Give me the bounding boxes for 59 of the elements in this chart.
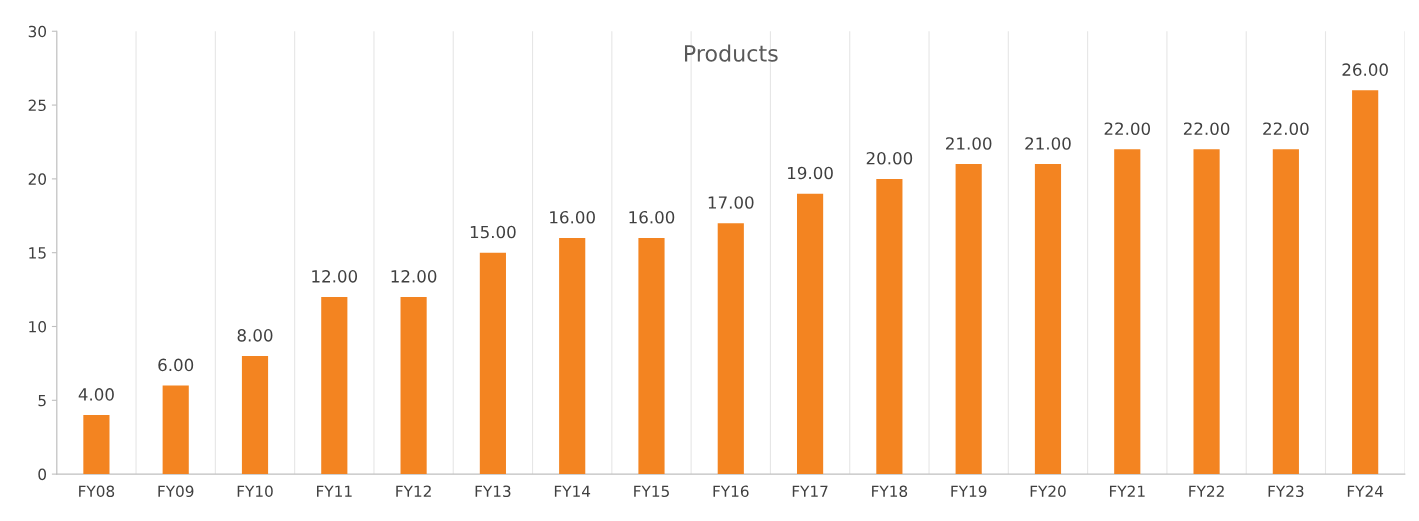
data-label: 8.00 — [237, 329, 273, 342]
data-label: 26.00 — [1342, 63, 1388, 76]
x-tick-label: FY12 — [396, 485, 431, 497]
x-tick-label: FY14 — [554, 485, 591, 497]
bar — [1352, 90, 1379, 475]
data-label: 21.00 — [1025, 137, 1071, 150]
x-tick-label: FY23 — [1268, 485, 1304, 498]
bar — [955, 164, 982, 475]
bar — [162, 385, 189, 475]
data-label: 4.00 — [78, 388, 114, 401]
bar — [1272, 149, 1299, 475]
data-label: 16.00 — [550, 210, 595, 224]
data-label: 21.00 — [946, 137, 992, 150]
bar — [559, 237, 586, 475]
y-tick-label: 5 — [38, 394, 46, 407]
y-tick-label: 30 — [28, 25, 47, 38]
data-label: 15.00 — [470, 225, 516, 239]
bar — [1193, 149, 1220, 475]
x-tick-label: FY13 — [475, 485, 511, 498]
bar — [400, 296, 427, 475]
bar — [1114, 149, 1141, 475]
bar — [479, 252, 506, 475]
chart-title: Products — [685, 44, 778, 62]
y-tick-label: 20 — [28, 173, 47, 185]
x-tick-label: FY08 — [79, 485, 115, 498]
x-tick-label: FY10 — [237, 485, 273, 498]
x-tick-label: FY16 — [713, 485, 749, 498]
x-tick-label: FY19 — [951, 485, 987, 498]
bar — [241, 356, 269, 475]
data-label: 17.00 — [708, 196, 754, 209]
data-label: 12.00 — [391, 270, 437, 283]
data-label: 12.00 — [312, 270, 358, 283]
bar — [717, 223, 744, 475]
data-label: 20.00 — [866, 151, 913, 165]
x-tick-label: FY11 — [317, 485, 352, 497]
x-tick-label: FY20 — [1030, 485, 1066, 498]
data-label: 19.00 — [788, 166, 833, 180]
y-tick-label: 0 — [38, 468, 47, 481]
x-tick-label: FY24 — [1347, 485, 1384, 497]
x-tick-label: FY17 — [792, 485, 828, 497]
x-tick-label: FY15 — [634, 485, 669, 498]
data-label: 6.00 — [158, 358, 194, 372]
data-label: 22.00 — [1183, 122, 1230, 136]
y-tick-label: 10 — [29, 320, 47, 333]
bar — [876, 178, 903, 475]
data-label: 22.00 — [1263, 122, 1309, 136]
bar — [83, 415, 110, 475]
y-tick-label: 25 — [28, 99, 46, 112]
bar — [797, 193, 824, 475]
bar — [1034, 164, 1062, 475]
y-tick-label: 15 — [29, 247, 46, 259]
data-label: 16.00 — [629, 210, 675, 224]
x-tick-label: FY09 — [158, 485, 194, 498]
bar — [321, 296, 348, 475]
x-tick-label: FY22 — [1189, 485, 1224, 497]
x-tick-label: FY18 — [872, 485, 908, 498]
data-label: 22.00 — [1104, 122, 1151, 136]
x-tick-label: FY21 — [1109, 485, 1145, 497]
bar — [638, 237, 665, 475]
